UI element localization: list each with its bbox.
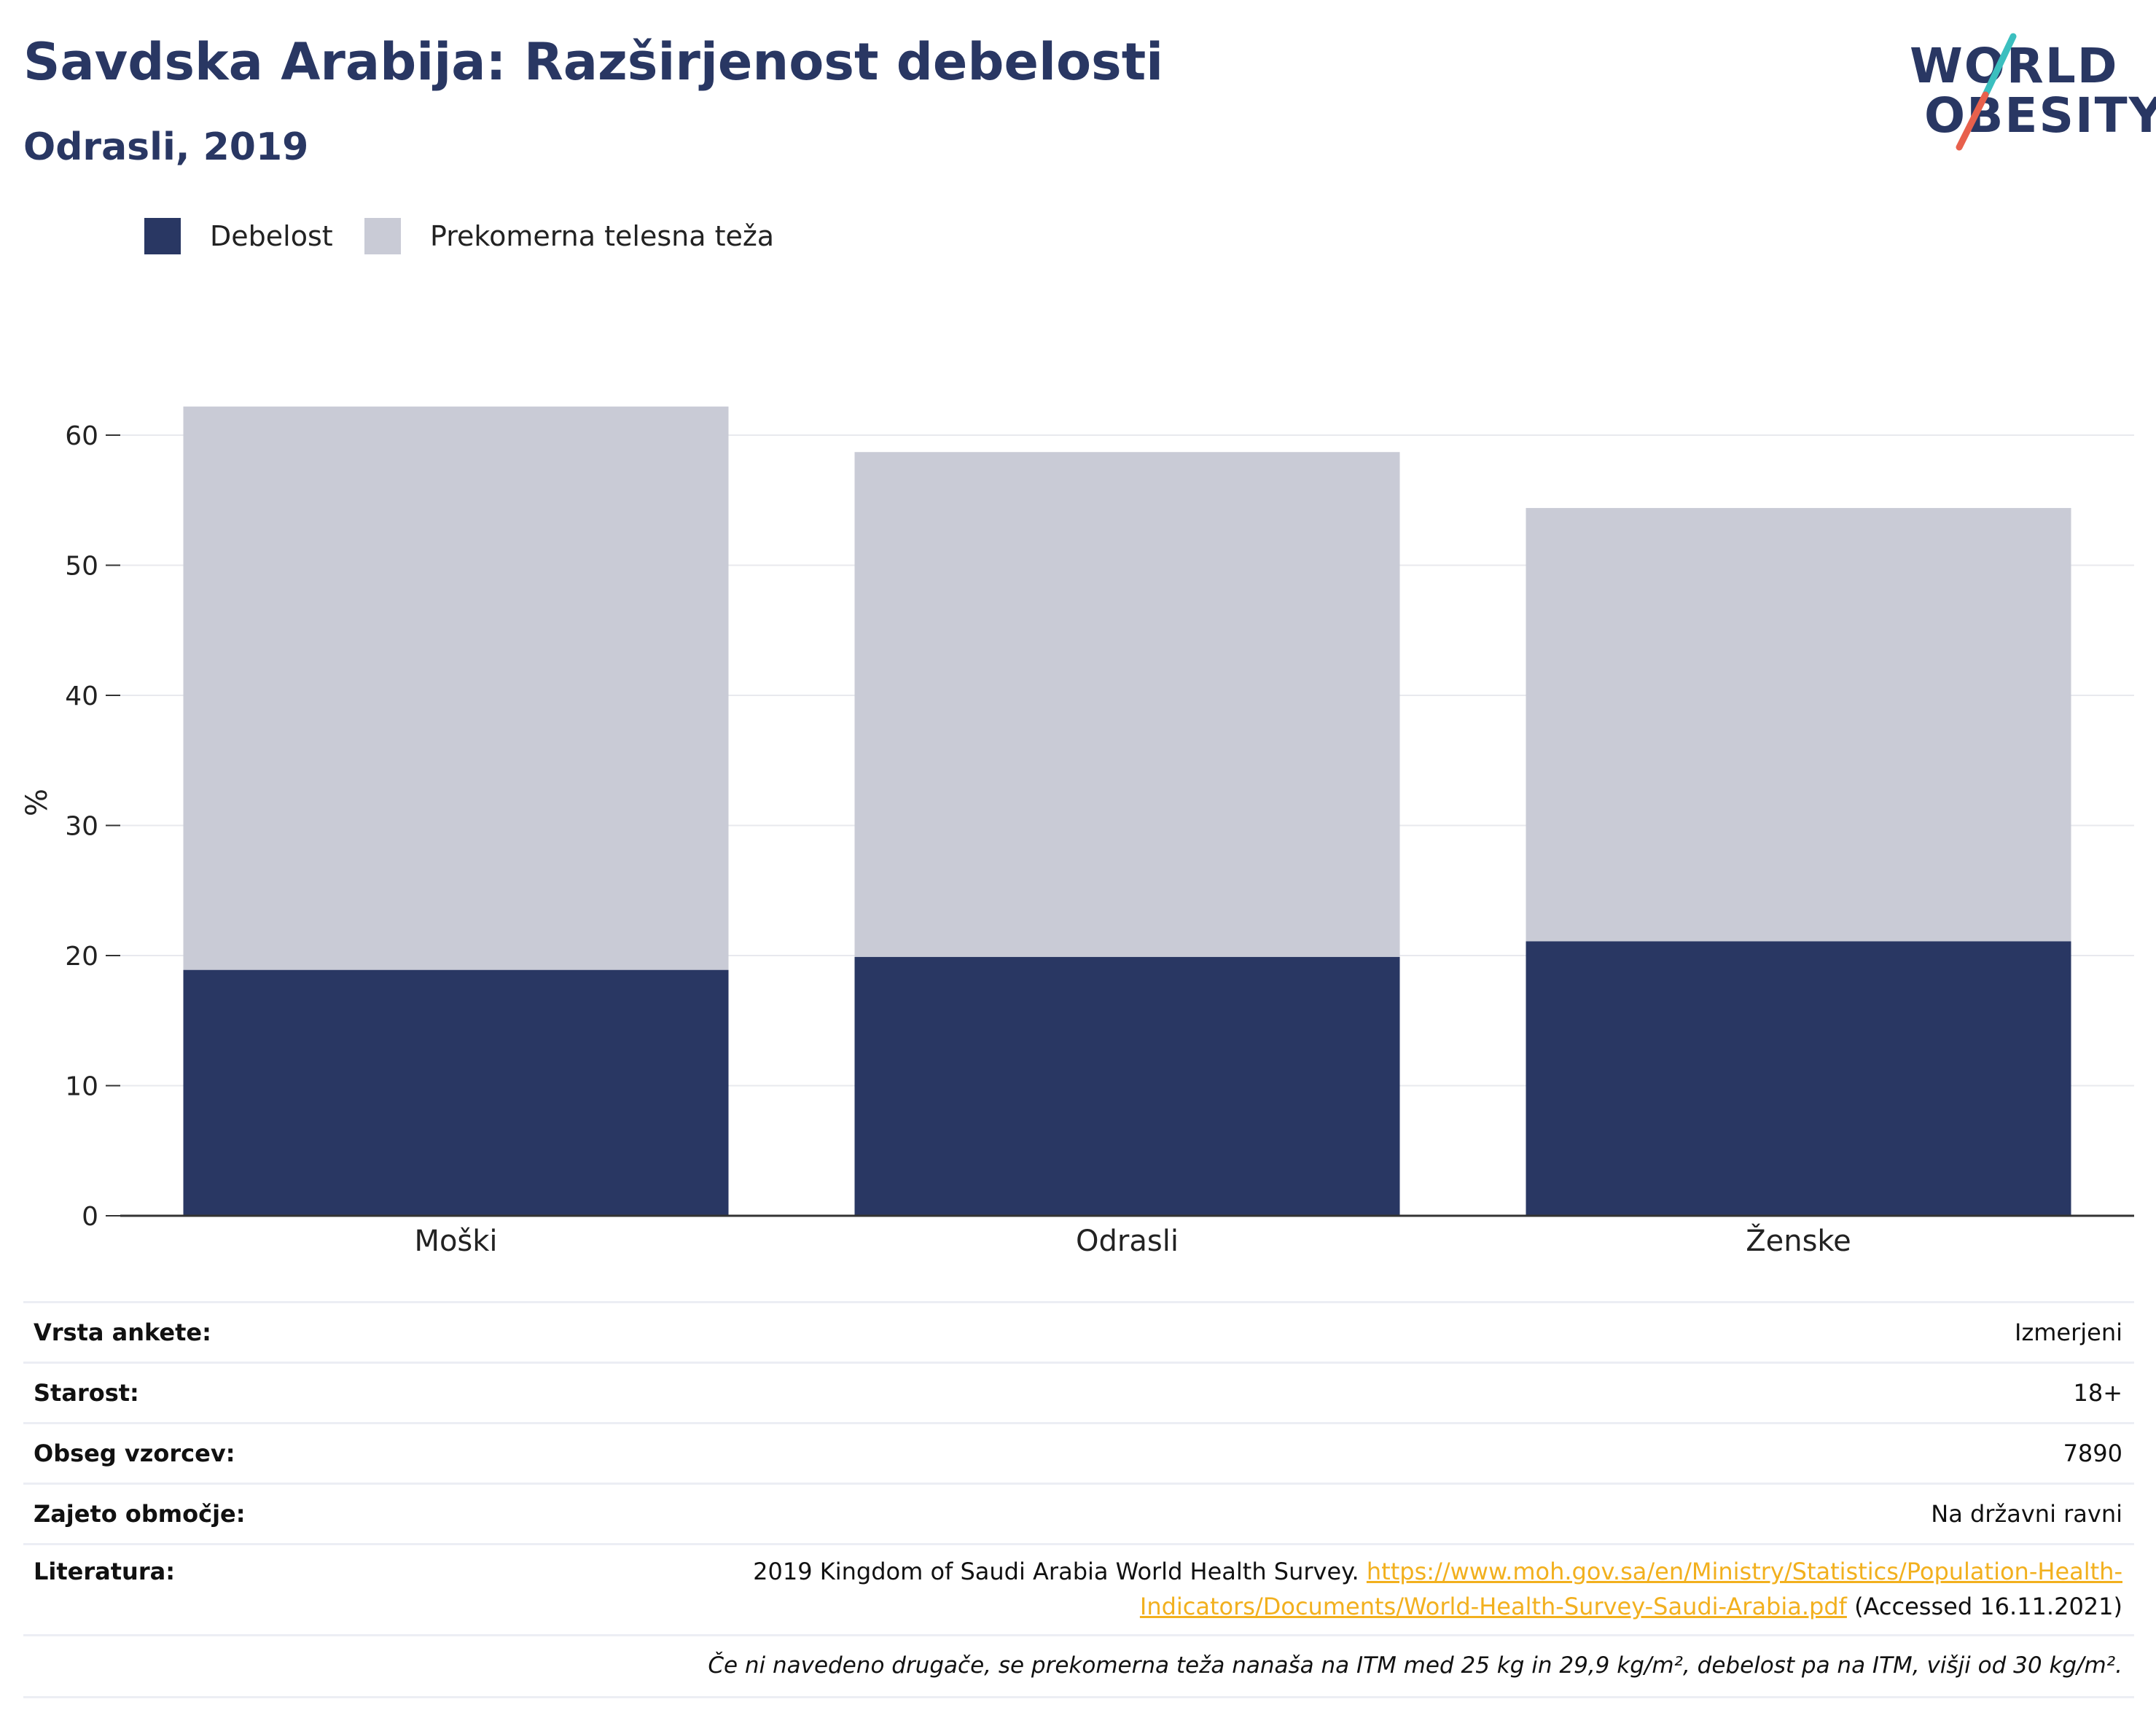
y-tick-label: 30 <box>65 812 98 842</box>
info-value: Na državni ravni <box>1931 1500 2122 1528</box>
logo-text-world: WORLD <box>1910 38 2119 94</box>
y-tick-label: 40 <box>65 682 98 711</box>
legend-label-obesity: Debelost <box>210 220 333 252</box>
info-label: Vrsta ankete: <box>34 1319 211 1346</box>
definition-footnote: Če ni navedeno drugače, se prekomerna te… <box>708 1652 2122 1679</box>
literature-accessed: (Accessed 16.11.2021) <box>1854 1593 2122 1620</box>
legend-swatch-obesity <box>144 218 181 254</box>
info-value: Izmerjeni <box>2015 1319 2122 1346</box>
info-value-literature: 2019 Kingdom of Saudi Arabia World Healt… <box>446 1554 2122 1624</box>
y-tick-label: 20 <box>65 942 98 972</box>
literature-link[interactable]: https://www.moh.gov.sa/en/Ministry/Stati… <box>1139 1558 2122 1620</box>
bar-segment-overweight <box>1526 507 2071 942</box>
logo-text-obesity: OBESITY <box>1924 87 2156 144</box>
info-label: Starost: <box>34 1379 139 1407</box>
bar-segment-obesity <box>1526 941 2071 1216</box>
legend-label-overweight: Prekomerna telesna teža <box>430 220 775 252</box>
chart-title: Savdska Arabija: Razširjenost debelosti <box>23 32 1164 92</box>
y-tick-label: 10 <box>65 1072 98 1102</box>
chart-subtitle: Odrasli, 2019 <box>23 125 309 169</box>
info-value: 18+ <box>2073 1379 2122 1407</box>
bar-chart: 0 10 20 30 40 50 60 Moški Odrasli Ženske <box>65 406 2134 1258</box>
legend-swatch-overweight <box>364 218 401 254</box>
y-tick-label: 60 <box>65 421 98 451</box>
bar-segment-obesity <box>854 956 1400 1216</box>
y-tick-label: 50 <box>65 552 98 582</box>
survey-info-table: Vrsta ankete: Izmerjeni Starost: 18+ Obs… <box>23 1301 2134 1698</box>
footnote-row: Če ni navedeno drugače, se prekomerna te… <box>23 1634 2134 1698</box>
info-label: Zajeto območje: <box>34 1500 246 1528</box>
x-tick-label: Odrasli <box>1076 1225 1179 1258</box>
literature-citation: 2019 Kingdom of Saudi Arabia World Healt… <box>753 1558 1359 1585</box>
x-tick-label: Moški <box>414 1225 497 1258</box>
info-row-survey-type: Vrsta ankete: Izmerjeni <box>23 1301 2134 1362</box>
info-row-age: Starost: 18+ <box>23 1362 2134 1422</box>
info-label: Obseg vzorcev: <box>34 1440 235 1467</box>
info-label-literature: Literatura: <box>34 1558 175 1585</box>
world-obesity-logo: WORLD OBESITY <box>1895 22 2156 160</box>
bar-segment-overweight <box>854 452 1400 957</box>
x-tick-label: Ženske <box>1746 1223 1851 1258</box>
info-value: 7890 <box>2063 1440 2122 1467</box>
info-row-literature: Literatura: 2019 Kingdom of Saudi Arabia… <box>23 1543 2134 1634</box>
y-tick-label: 0 <box>82 1202 98 1232</box>
bar-segment-obesity <box>183 969 729 1216</box>
bar-segment-overweight <box>183 406 729 970</box>
info-row-sample-size: Obseg vzorcev: 7890 <box>23 1422 2134 1483</box>
logo-slash-icon <box>1956 33 2017 151</box>
info-row-area-covered: Zajeto območje: Na državni ravni <box>23 1483 2134 1543</box>
